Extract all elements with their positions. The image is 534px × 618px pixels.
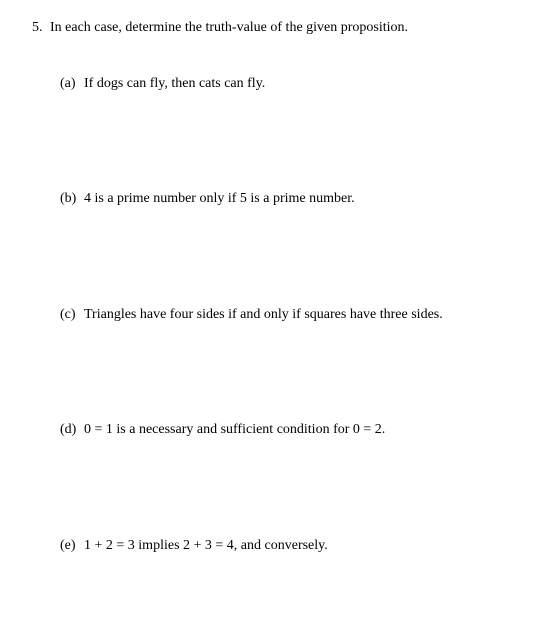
subitem-text-c: Triangles have four sides if and only if… xyxy=(84,305,443,325)
subitem-a: (a) If dogs can fly, then cats can fly. xyxy=(60,74,502,94)
question-prompt: In each case, determine the truth-value … xyxy=(50,18,408,38)
subitem-label-c: (c) xyxy=(60,305,84,325)
subitem-text-d: 0 = 1 is a necessary and sufficient cond… xyxy=(84,420,385,440)
subitem-label-e: (e) xyxy=(60,536,84,556)
subitem-label-b: (b) xyxy=(60,189,84,209)
subitem-d: (d) 0 = 1 is a necessary and sufficient … xyxy=(60,420,502,440)
subitem-e: (e) 1 + 2 = 3 implies 2 + 3 = 4, and con… xyxy=(60,536,502,556)
subitem-b: (b) 4 is a prime number only if 5 is a p… xyxy=(60,189,502,209)
subitem-label-a: (a) xyxy=(60,74,84,94)
subitem-text-e: 1 + 2 = 3 implies 2 + 3 = 4, and convers… xyxy=(84,536,328,556)
subitem-label-d: (d) xyxy=(60,420,84,440)
subitem-text-a: If dogs can fly, then cats can fly. xyxy=(84,74,265,94)
question-header: 5. In each case, determine the truth-val… xyxy=(32,18,502,38)
question-number: 5. xyxy=(32,18,50,38)
subitems-container: (a) If dogs can fly, then cats can fly. … xyxy=(60,74,502,556)
subitem-c: (c) Triangles have four sides if and onl… xyxy=(60,305,502,325)
subitem-text-b: 4 is a prime number only if 5 is a prime… xyxy=(84,189,355,209)
